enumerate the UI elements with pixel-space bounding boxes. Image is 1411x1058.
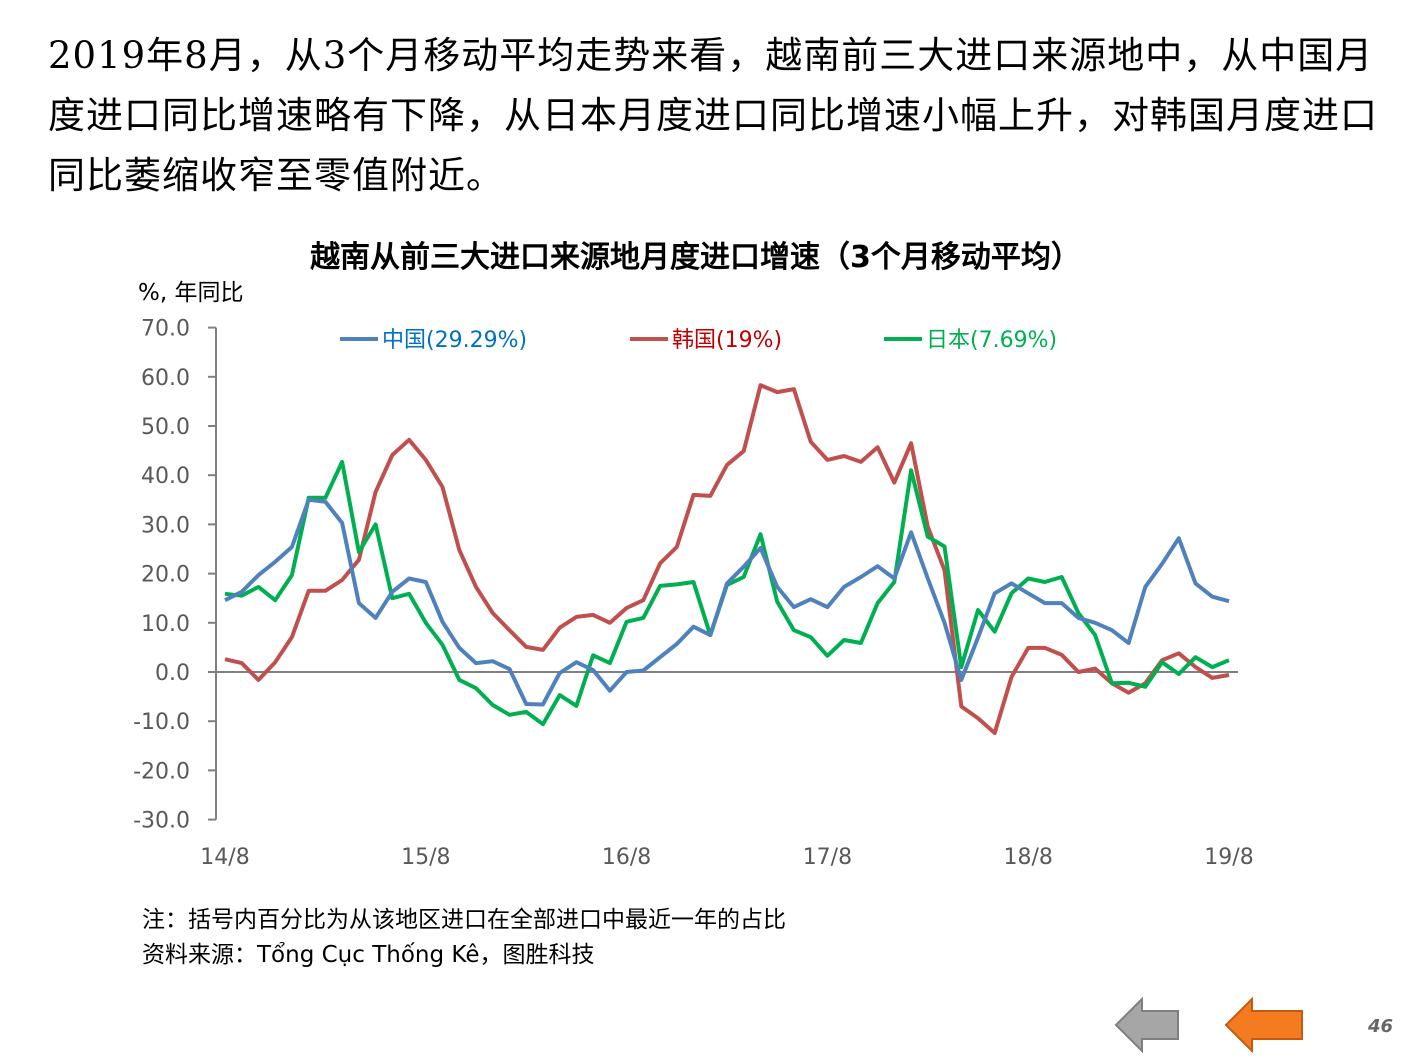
y-tick-label: 40.0 [141, 464, 190, 489]
series-line-1 [224, 383, 1230, 735]
series-line-0 [224, 497, 1230, 707]
intro-paragraph: 2019年8月，从3个月移动平均走势来看，越南前三大进口来源地中，从中国月度进口… [48, 34, 1378, 197]
y-tick-label: -20.0 [133, 759, 190, 784]
y-tick-label: 50.0 [141, 415, 190, 440]
page-number: 46 [1368, 1016, 1394, 1037]
y-tick-label: 30.0 [141, 513, 190, 538]
chart-note: 注：括号内百分比为从该地区进口在全部进口中最近一年的占比 [142, 907, 786, 933]
left-arrow-icon [1114, 996, 1179, 1054]
x-tick-label: 19/8 [1204, 845, 1253, 870]
y-tick-label: -30.0 [133, 809, 190, 834]
previous-arrow-button[interactable] [1224, 996, 1306, 1054]
legend-label: 日本(7.69%) [926, 328, 1057, 353]
y-tick-label: 70.0 [141, 317, 190, 342]
x-tick-label: 16/8 [602, 845, 651, 870]
y-tick-label: 60.0 [141, 366, 190, 391]
legend-label: 中国(29.29%) [382, 328, 527, 353]
x-tick-label: 18/8 [1003, 845, 1052, 870]
y-tick-label: 0.0 [155, 661, 190, 686]
y-axis-label: %, 年同比 [138, 280, 243, 306]
back-arrow-button[interactable] [1114, 996, 1182, 1054]
y-tick-label: -10.0 [133, 710, 190, 735]
legend-label: 韩国(19%) [672, 328, 782, 353]
chart-source: 资料来源：Tổng Cục Thống Kê，图胜科技 [142, 942, 595, 968]
series-line-2 [224, 459, 1230, 727]
line-chart: %, 年同比 70.0 60.0 50.0 40.0 30.0 20.0 10.0 0.0 -1… [133, 280, 1254, 870]
y-tick-label: 20.0 [141, 563, 190, 588]
x-tick-label: 17/8 [803, 845, 852, 870]
chart-title: 越南从前三大进口来源地月度进口增速（3个月移动平均） [310, 240, 1081, 275]
left-arrow-icon [1224, 996, 1303, 1054]
x-tick-label: 15/8 [401, 845, 450, 870]
y-tick-label: 10.0 [141, 612, 190, 637]
x-tick-label: 14/8 [200, 845, 249, 870]
